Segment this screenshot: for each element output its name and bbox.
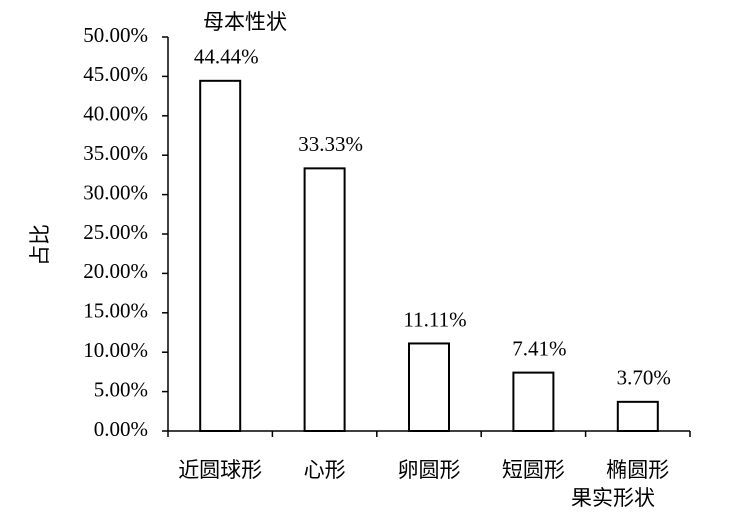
y-tick-label: 50.00% <box>83 23 148 47</box>
value-label: 3.70% <box>617 366 671 390</box>
x-tick-label: 近圆球形 <box>178 458 262 482</box>
value-label: 7.41% <box>512 336 566 360</box>
x-tick-label: 短圆形 <box>502 458 565 482</box>
x-tick-label: 卵圆形 <box>398 458 461 482</box>
value-label: 44.44% <box>194 45 259 69</box>
x-tick-label: 心形 <box>304 458 346 482</box>
y-tick-label: 40.00% <box>83 102 148 126</box>
bar <box>408 342 450 432</box>
y-tick-label: 0.00% <box>94 417 148 441</box>
y-tick-label: 25.00% <box>83 220 148 244</box>
y-tick-label: 45.00% <box>83 62 148 86</box>
y-axis-label: 占比 <box>28 224 52 266</box>
y-tick-label: 20.00% <box>83 259 148 283</box>
y-tick-label: 10.00% <box>83 338 148 362</box>
y-tick-label: 30.00% <box>83 180 148 204</box>
x-axis-label: 果实形状 <box>571 486 655 510</box>
chart-title: 母本性状 <box>203 10 287 34</box>
value-label: 11.11% <box>403 307 466 331</box>
bar <box>199 79 242 432</box>
bar <box>512 371 555 432</box>
bar <box>303 167 346 433</box>
value-label: 33.33% <box>298 132 363 156</box>
x-tick-label: 椭圆形 <box>606 458 669 482</box>
y-tick-label: 5.00% <box>94 377 148 401</box>
y-tick-label: 15.00% <box>83 299 148 323</box>
bar <box>616 400 659 432</box>
y-tick-label: 35.00% <box>83 141 148 165</box>
